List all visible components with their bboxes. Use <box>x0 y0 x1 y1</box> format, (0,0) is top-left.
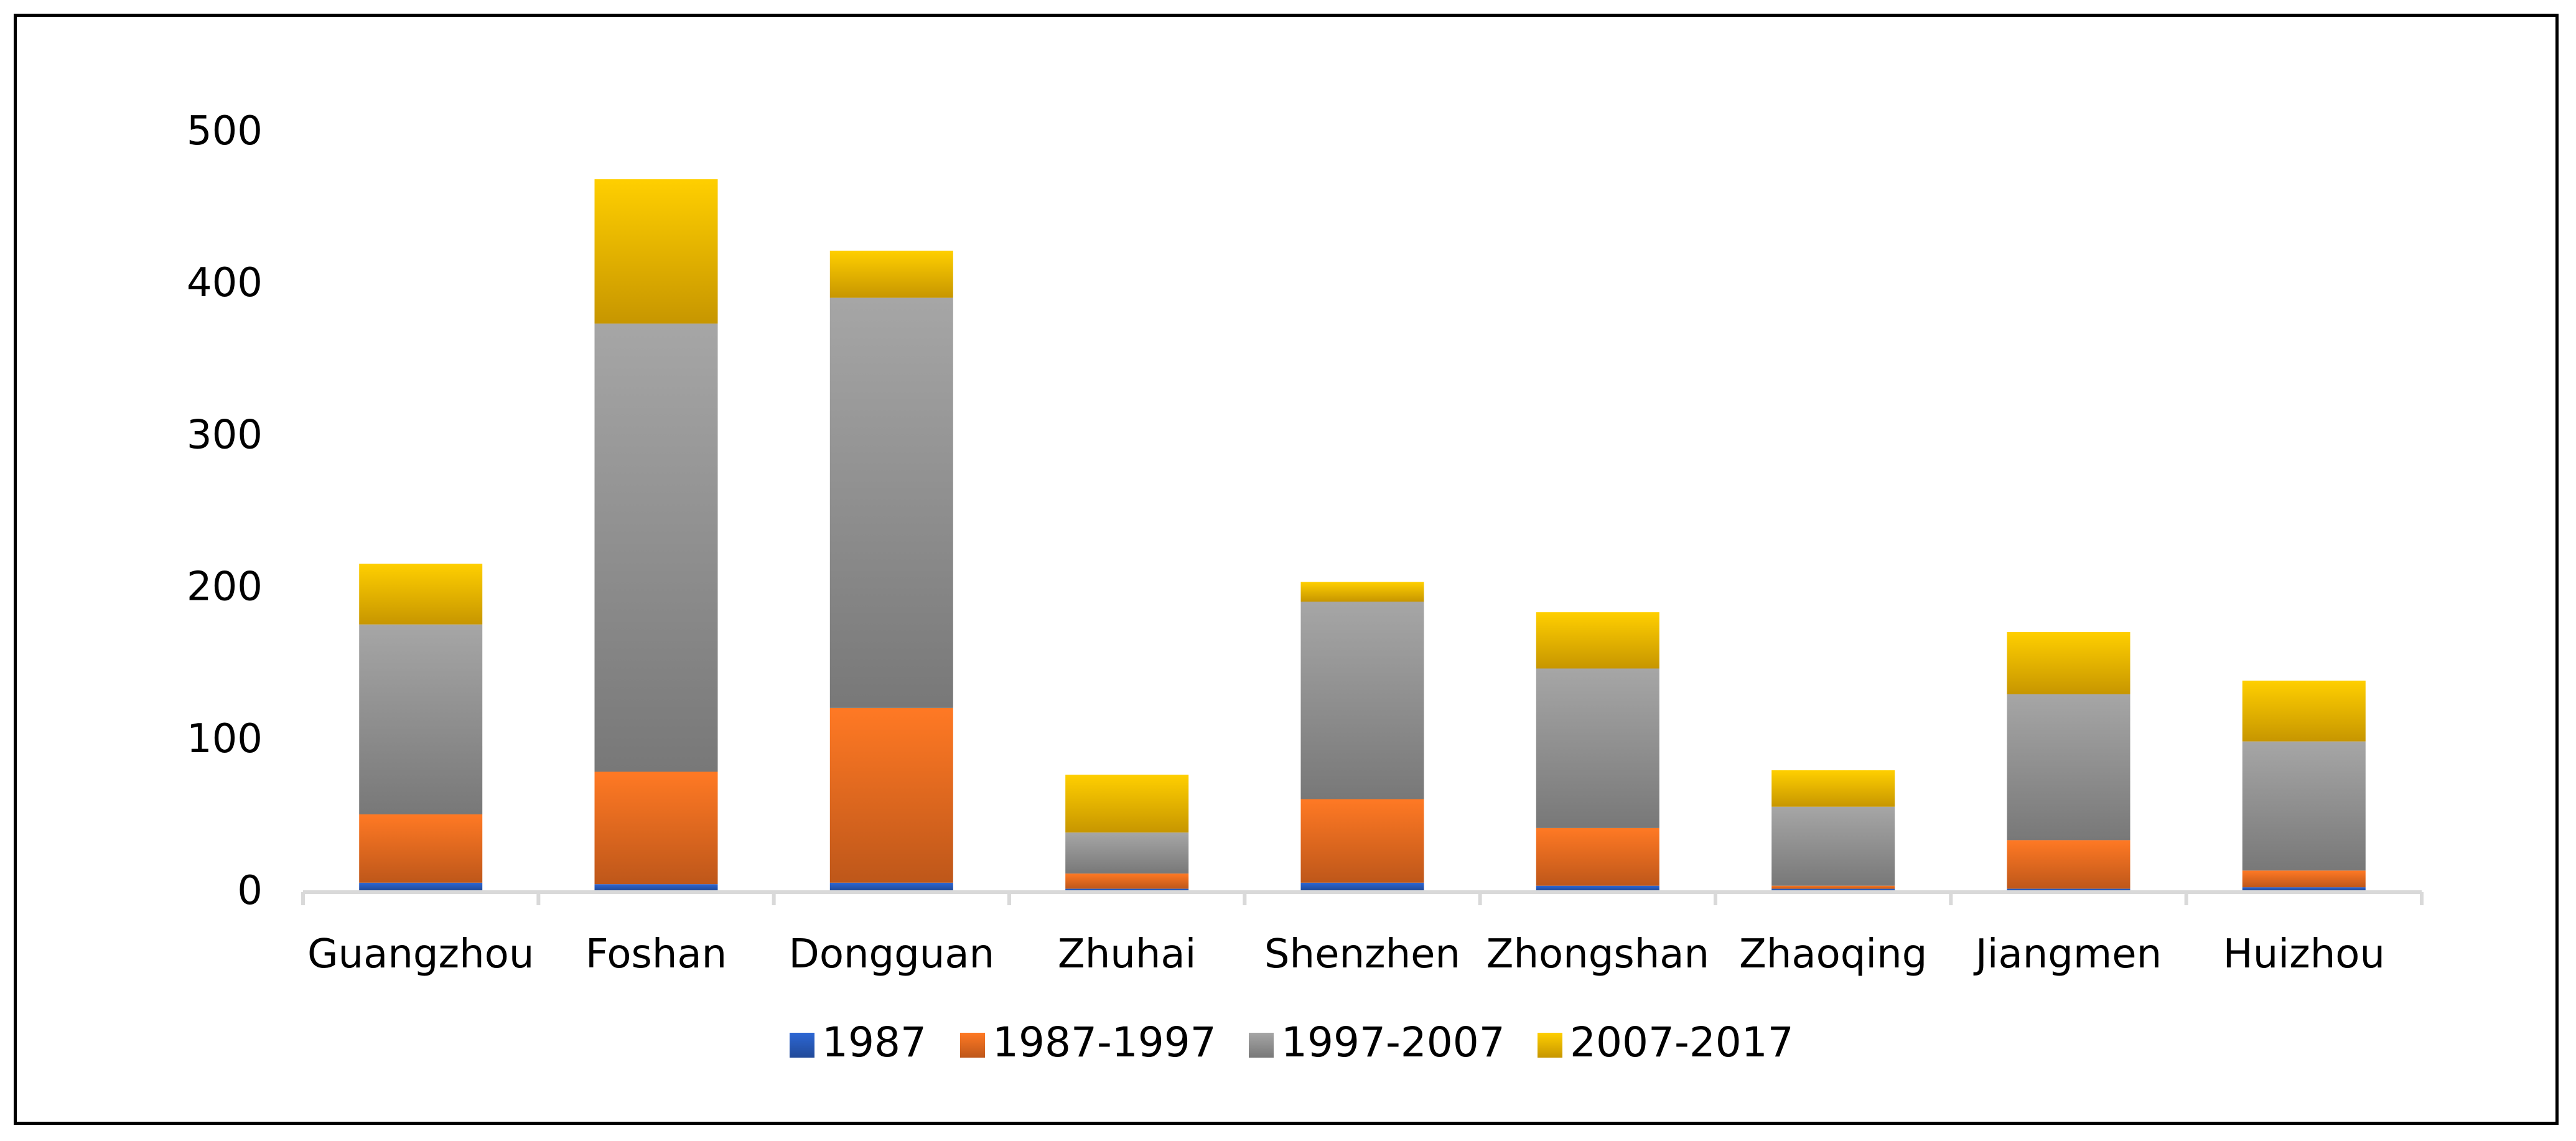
x-category-label: Guangzhou <box>307 931 534 977</box>
legend-item-1987-1997: 1987-1997 <box>960 1018 1216 1066</box>
x-category-label: Zhongshan <box>1486 931 1709 977</box>
bar-huizhou-1997-2007 <box>2242 741 2366 871</box>
bar-zhaoqing-1987 <box>1771 888 1895 890</box>
bar-dongguan-1987 <box>829 882 953 890</box>
bar-foshan-1997-2007 <box>594 324 718 772</box>
bar-shenzhen-1987 <box>1300 882 1424 890</box>
legend-item-2007-2017: 2007-2017 <box>1538 1018 1794 1066</box>
bar-huizhou-1987-1997 <box>2242 870 2366 888</box>
legend-label: 1997-2007 <box>1281 1018 1505 1066</box>
legend-label: 1987 <box>822 1018 926 1066</box>
bar-shenzhen-1997-2007 <box>1300 602 1424 799</box>
bar-zhongshan-1987-1997 <box>1536 827 1659 886</box>
legend: 1987 1987-1997 1997-2007 2007-2017 <box>790 1018 1794 1066</box>
stacked-bar-chart: 0 100 200 300 400 500 Guangzhou Foshan Dongguan… <box>187 108 2424 1066</box>
bar-zhaoqing-2007-2017 <box>1771 770 1895 807</box>
legend-swatch <box>960 1033 985 1058</box>
bar-zhaoqing-1997-2007 <box>1771 806 1895 886</box>
y-tick-label: 400 <box>187 260 263 306</box>
y-tick-label: 500 <box>187 108 263 154</box>
x-category-label: Dongguan <box>789 931 995 977</box>
bar-jiangmen-1987-1997 <box>2007 840 2130 889</box>
bar-jiangmen-1997-2007 <box>2007 694 2130 841</box>
bar-zhongshan-2007-2017 <box>1536 612 1659 669</box>
bar-shenzhen-2007-2017 <box>1300 582 1424 602</box>
bar-dongguan-2007-2017 <box>829 250 953 298</box>
legend-swatch <box>790 1033 814 1058</box>
y-tick-label: 100 <box>187 716 263 762</box>
bar-dongguan-1987-1997 <box>829 708 953 883</box>
x-category-label: Foshan <box>586 931 727 977</box>
bar-zhongshan-1997-2007 <box>1536 668 1659 828</box>
bar-zhaoqing-1987-1997 <box>1771 885 1895 889</box>
bar-guangzhou-1997-2007 <box>359 624 483 814</box>
bar-foshan-1987 <box>594 884 718 890</box>
legend-swatch <box>1538 1033 1562 1058</box>
bar-zhuhai-1987-1997 <box>1065 873 1189 889</box>
x-axis <box>301 890 2424 905</box>
bar-shenzhen-1987-1997 <box>1300 799 1424 883</box>
y-tick-label: 0 <box>237 868 263 914</box>
bar-jiangmen-2007-2017 <box>2007 631 2130 694</box>
x-category-label: Zhaoqing <box>1739 931 1927 977</box>
legend-label: 2007-2017 <box>1570 1018 1794 1066</box>
bars-layer <box>359 179 2366 890</box>
y-tick-label: 300 <box>187 412 263 458</box>
x-category-label: Huizhou <box>2223 931 2385 977</box>
legend-item-1987: 1987 <box>790 1018 926 1066</box>
x-category-label: Jiangmen <box>1973 931 2162 977</box>
bar-guangzhou-1987-1997 <box>359 814 483 883</box>
legend-item-1997-2007: 1997-2007 <box>1249 1018 1505 1066</box>
bar-zhuhai-1997-2007 <box>1065 832 1189 874</box>
bar-huizhou-2007-2017 <box>2242 681 2366 742</box>
bar-zhongshan-1987 <box>1536 885 1659 890</box>
x-axis-category-labels: Guangzhou Foshan Dongguan Zhuhai Shenzhen Zho… <box>307 931 2385 977</box>
bar-guangzhou-2007-2017 <box>359 564 483 625</box>
legend-swatch <box>1249 1033 1274 1058</box>
x-category-label: Zhuhai <box>1058 931 1197 977</box>
bar-zhuhai-1987 <box>1065 888 1189 890</box>
chart-frame: 0 100 200 300 400 500 Guangzhou Foshan Dongguan… <box>14 14 2559 1125</box>
bar-zhuhai-2007-2017 <box>1065 775 1189 833</box>
y-axis-tick-labels: 0 100 200 300 400 500 <box>187 108 263 914</box>
bar-guangzhou-1987 <box>359 882 483 890</box>
bar-dongguan-1997-2007 <box>829 297 953 708</box>
bar-foshan-2007-2017 <box>594 179 718 324</box>
y-tick-label: 200 <box>187 564 263 610</box>
bar-jiangmen-1987 <box>2007 888 2130 890</box>
bar-foshan-1987-1997 <box>594 771 718 885</box>
x-category-label: Shenzhen <box>1264 931 1460 977</box>
legend-label: 1987-1997 <box>992 1018 1216 1066</box>
bar-huizhou-1987 <box>2242 887 2366 890</box>
